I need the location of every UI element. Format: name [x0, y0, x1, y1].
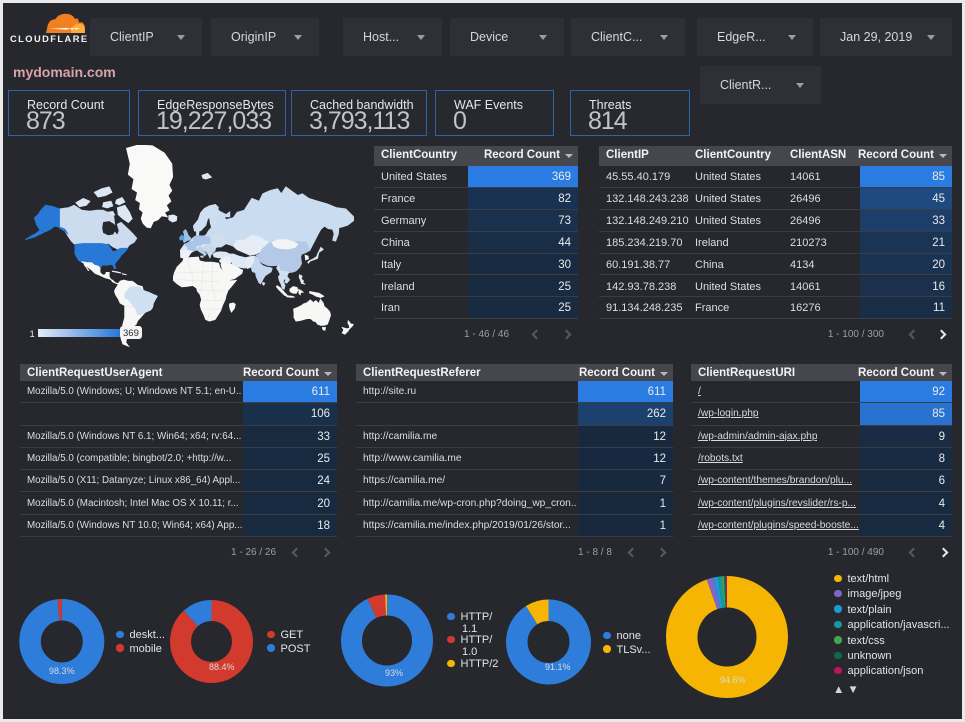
svg-text:1: 1: [30, 329, 35, 340]
svg-text:CLOUDFLARE: CLOUDFLARE: [10, 34, 89, 44]
svg-text:369: 369: [123, 328, 139, 339]
